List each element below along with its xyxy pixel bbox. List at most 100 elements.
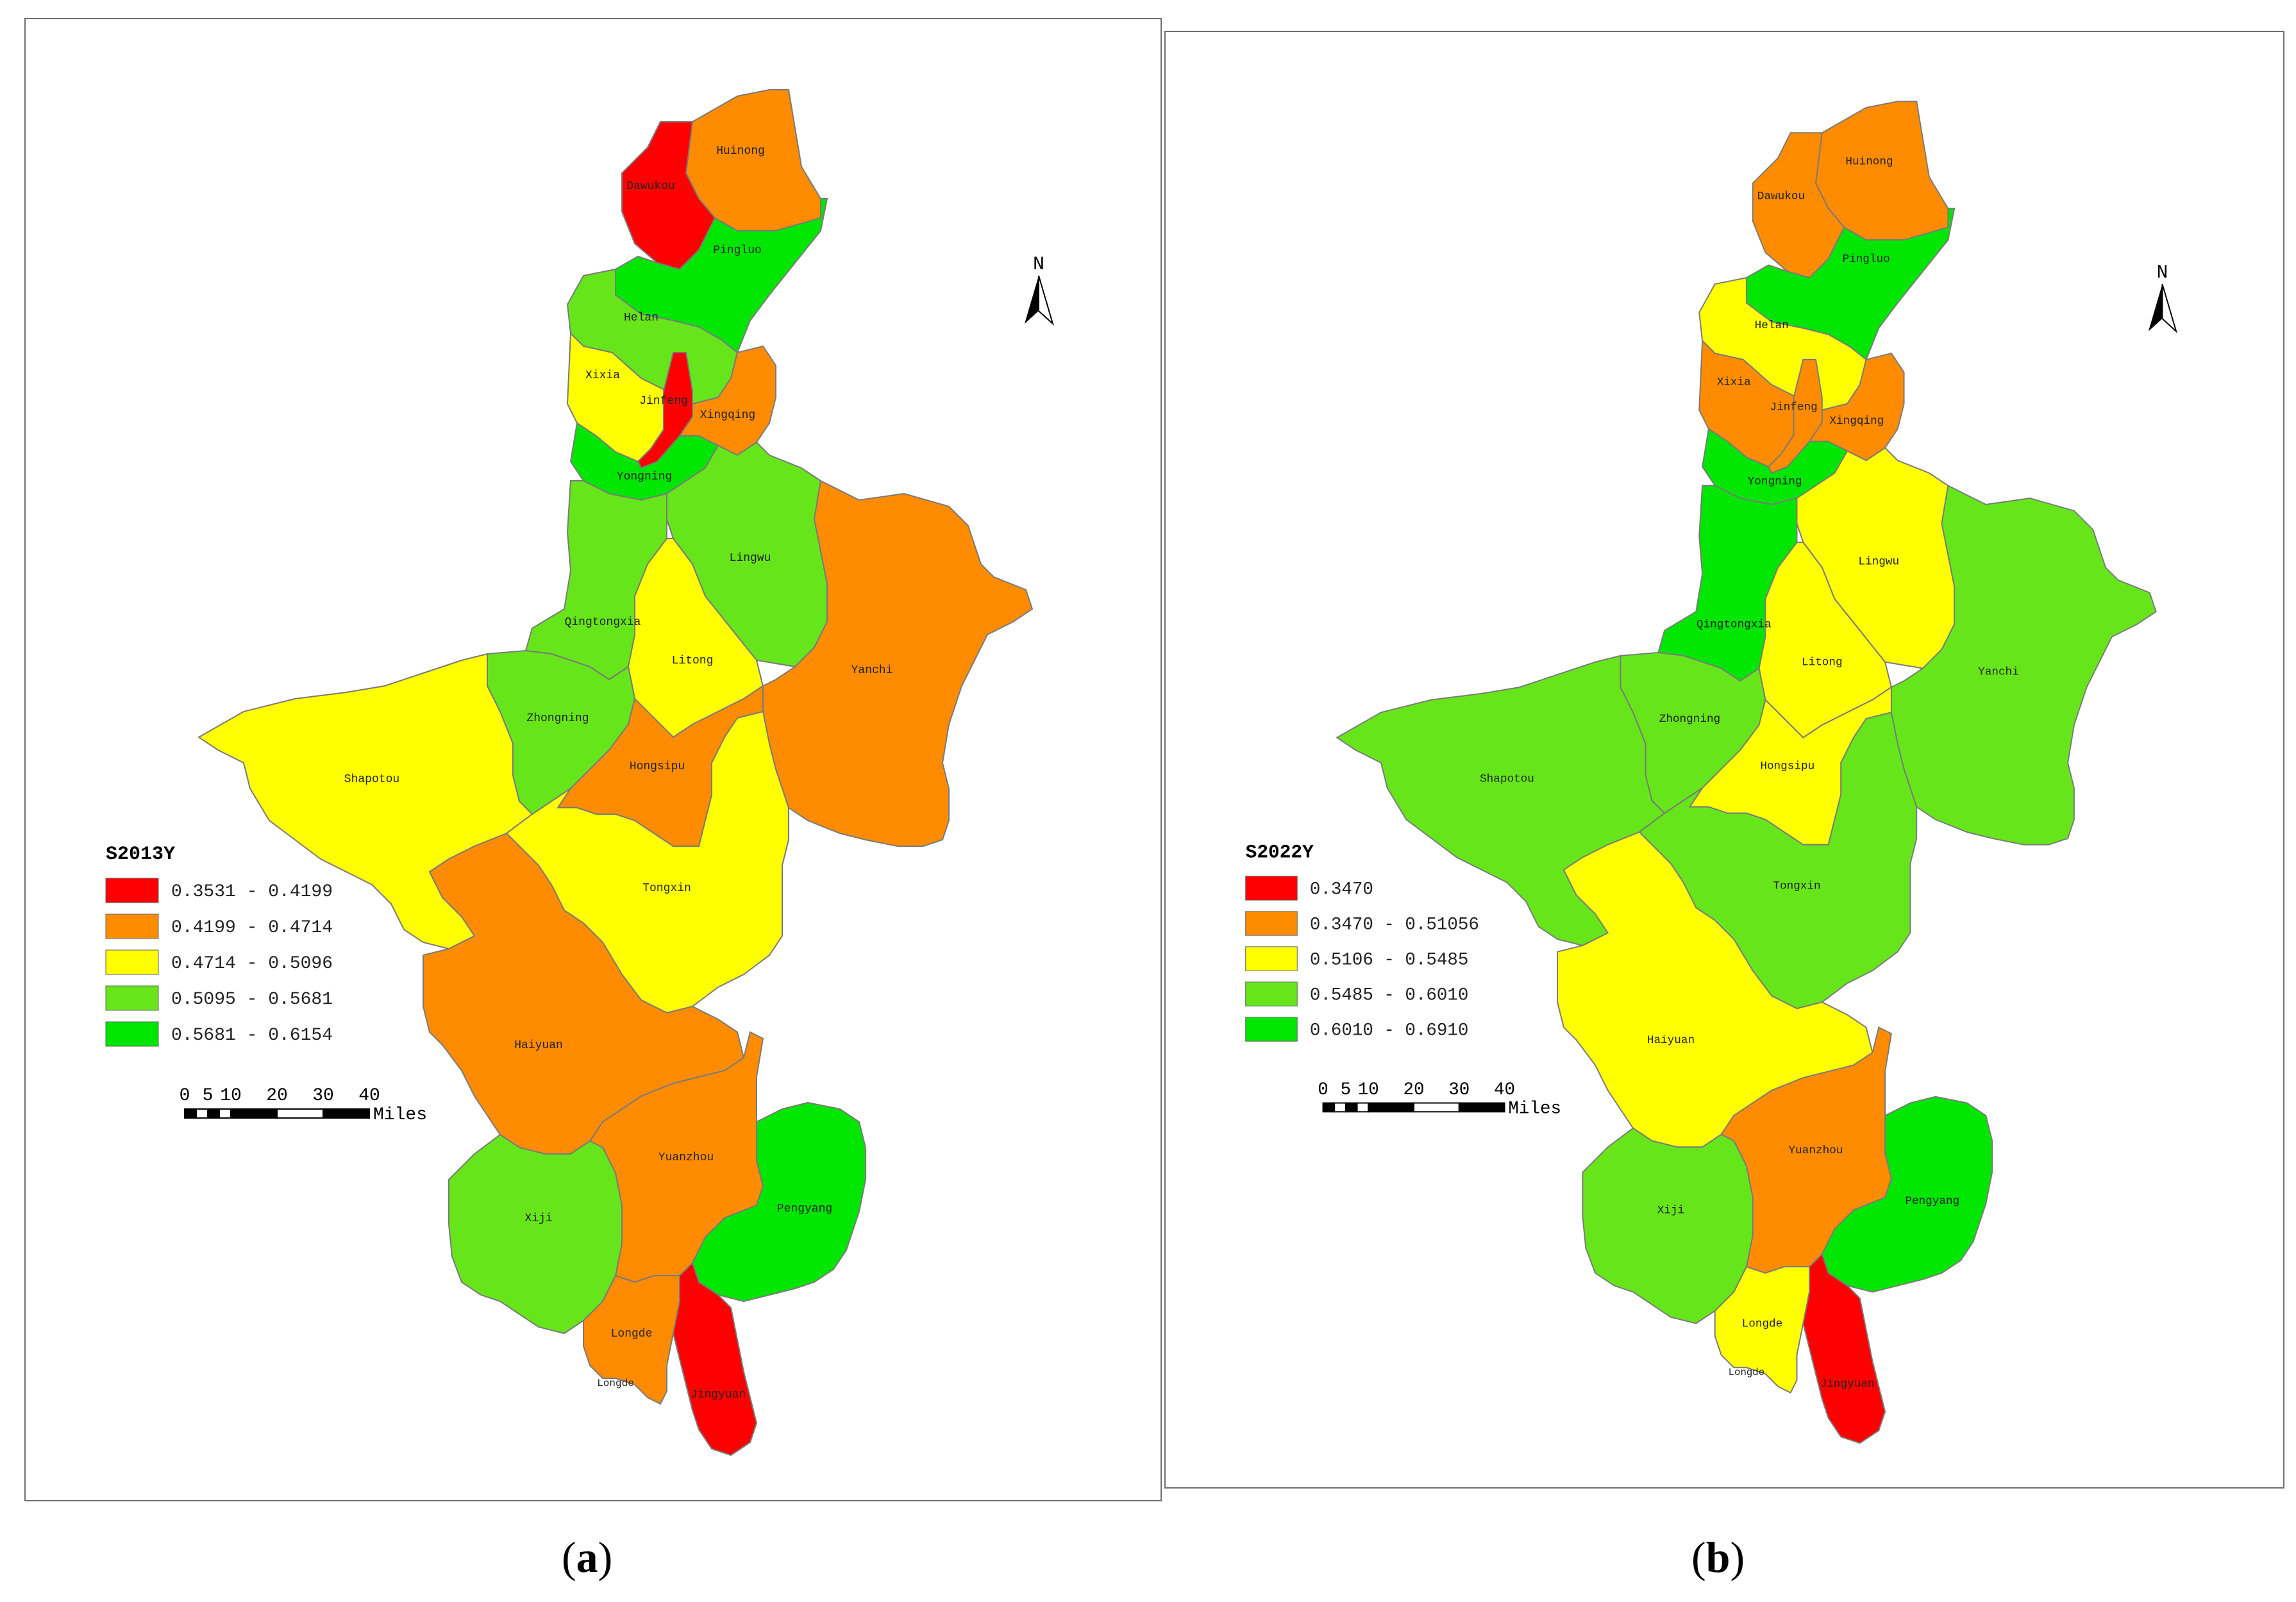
scale-segment-3 [1356,1102,1370,1113]
legend-label-2: 0.4714 - 0.5096 [171,954,333,974]
legend-label-4: 0.6010 - 0.6910 [1310,1021,1469,1040]
map-svg-b: Huinong Dawukou Pingluo Helan Xixia Jinfeng Xi… [1245,101,2178,1444]
region-label-helan: Helan [1755,319,1789,332]
legend-swatch-0 [105,878,159,903]
region-label-yongning: Yongning [1748,476,1802,488]
legend-label-4: 0.5681 - 0.6154 [171,1026,333,1046]
region-label-jingyuan: Jingyuan [1820,1378,1875,1390]
legend-swatch-3 [1245,981,1298,1006]
north-arrow-left-icon [2148,284,2163,331]
north-label: N [2157,262,2168,283]
region-label-tongxin: Tongxin [642,882,691,895]
region-label-pingluo: Pingluo [1842,253,1890,266]
region-yanchi [1890,485,2157,846]
map-panel-a: Huinong Dawukou Pingluo Helan Xixia Jinfeng Xi… [24,18,1162,1501]
legend-title: S2022Y [1246,841,1314,863]
region-label-dawukou: Dawukou [1757,190,1805,203]
region-label-hongsipu: Hongsipu [630,760,685,773]
region-label-pengyang: Pengyang [1905,1195,1959,1208]
region-label-jinfeng: Jinfeng [639,395,688,408]
legend-swatch-1 [1245,911,1298,936]
scale-segment-0 [1322,1102,1336,1113]
scale-segment-6 [323,1108,370,1119]
scale-unit: Miles [373,1105,427,1125]
region-longde [1714,1265,1811,1394]
scale-tick-1: 5 [1341,1080,1352,1100]
scale-segment-2 [207,1108,220,1119]
scale-segment-1 [196,1108,208,1119]
region-label-xingqing: Xingqing [1829,415,1884,428]
caption-b: (b) [1691,1533,1745,1581]
scale-segment-3 [219,1108,231,1119]
region-label-lingwu: Lingwu [730,552,771,565]
region-label-longde-exclave: Longde [597,1378,634,1389]
scale-segment-1 [1334,1102,1346,1113]
scale-segment-5 [1413,1102,1460,1113]
region-label-dawukou: Dawukou [626,180,675,193]
legend-label-3: 0.5095 - 0.5681 [171,990,333,1010]
region-label-xiji: Xiji [1657,1205,1684,1217]
region-label-xixia: Xixia [585,369,620,382]
legend-swatch-2 [105,949,159,975]
region-label-jinfeng: Jinfeng [1770,401,1817,414]
scale-tick-1: 5 [203,1086,214,1106]
region-label-tongxin: Tongxin [1773,880,1820,892]
scale-segment-5 [276,1108,324,1119]
region-label-longde-exclave: Longde [1729,1367,1765,1378]
region-pengyang [691,1101,866,1303]
map-svg-a: Huinong Dawukou Pingluo Helan Xixia Jinfeng Xi… [105,89,1054,1456]
region-label-xixia: Xixia [1717,376,1751,388]
scale-tick-3: 20 [1404,1080,1425,1100]
scale-tick-3: 20 [266,1086,288,1106]
region-jingyuan [672,1262,758,1456]
scale-segment-0 [184,1108,197,1119]
scale-tick-2: 10 [1358,1080,1379,1100]
legend-label-2: 0.5106 - 0.5485 [1310,950,1469,970]
legend-swatch-4 [105,1021,159,1047]
region-label-lingwu: Lingwu [1858,555,1899,568]
scale-unit: Miles [1508,1099,1561,1119]
region-label-helan: Helan [624,312,658,324]
caption-a-letter: a [576,1533,598,1581]
north-arrow-right-icon [1038,275,1054,326]
legend-swatch-3 [105,985,159,1011]
region-label-yuanzhou: Yuanzhou [1789,1144,1843,1157]
region-label-haiyuan: Haiyuan [1647,1034,1695,1047]
region-label-longde: Longde [1742,1317,1783,1330]
region-label-haiyuan: Haiyuan [514,1039,563,1052]
scale-tick-0: 0 [1318,1080,1328,1100]
scale-tick-0: 0 [180,1086,190,1106]
map-panel-b: Huinong Dawukou Pingluo Helan Xixia Jinfeng Xi… [1164,31,2284,1489]
north-arrow-left-icon [1025,276,1039,324]
region-longde [583,1274,680,1405]
region-label-yongning: Yongning [617,471,672,483]
scale-tick-4: 30 [312,1086,334,1106]
region-label-huinong: Huinong [716,145,765,158]
region-label-pingluo: Pingluo [713,244,762,257]
region-label-litong: Litong [672,655,714,667]
legend-title: S2013Y [106,844,175,865]
region-dawukou [621,121,716,271]
region-label-qingtongxia: Qingtongxia [565,616,641,629]
legend-label-0: 0.3531 - 0.4199 [171,882,333,902]
region-label-litong: Litong [1802,656,1843,669]
scale-tick-2: 10 [220,1086,242,1106]
legend-label-1: 0.4199 - 0.4714 [171,918,333,938]
region-label-pengyang: Pengyang [777,1203,832,1215]
scale-segment-6 [1458,1102,1505,1113]
scale-segment-4 [230,1108,278,1119]
region-label-zhongning: Zhongning [526,712,589,725]
region-xiji [1582,1127,1754,1324]
legend-swatch-2 [1245,946,1298,971]
region-label-xiji: Xiji [524,1212,552,1225]
region-jingyuan [1802,1253,1886,1444]
region-label-huinong: Huinong [1845,155,1893,168]
region-yanchi [762,480,1034,847]
legend-label-0: 0.3470 [1310,880,1373,899]
region-label-hongsipu: Hongsipu [1760,760,1814,773]
caption-a: (a) [562,1533,613,1581]
legend-label-3: 0.5485 - 0.6010 [1310,985,1469,1005]
region-label-xingqing: Xingqing [700,409,755,422]
legend-swatch-0 [1245,876,1298,901]
legend-label-1: 0.3470 - 0.51056 [1310,915,1479,935]
